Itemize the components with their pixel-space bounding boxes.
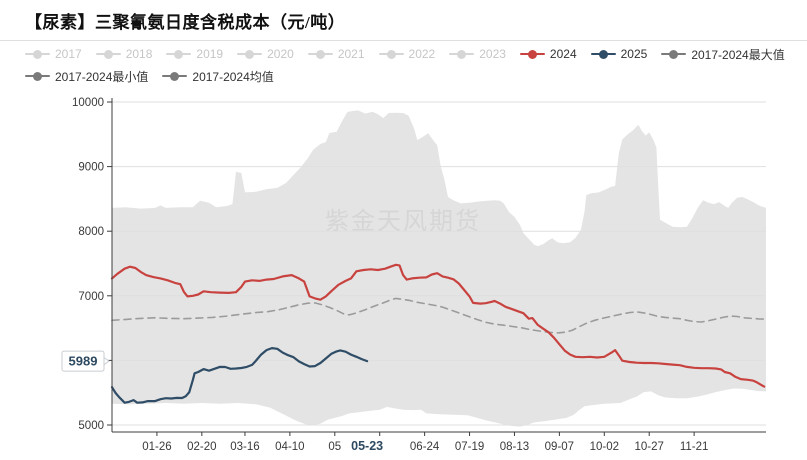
legend-dot-icon — [103, 49, 113, 59]
legend-dot-icon — [33, 49, 42, 59]
page-title: 【尿素】三聚氰氨日度含税成本（元/吨） — [25, 13, 346, 32]
highlighted-date-label: 05-23 — [351, 439, 383, 453]
y-tick-label-8000: 8000 — [78, 226, 104, 238]
legend-dot-icon — [457, 49, 467, 59]
legend-marker-icon — [237, 49, 263, 59]
x-tick-label-11-21: 11-21 — [680, 441, 709, 453]
x-tick-label-04-10: 04-10 — [275, 441, 304, 453]
x-tick-label-05: 05 — [328, 441, 341, 453]
legend-item-2017-2024最小值[interactable]: 2017-2024最小值 — [25, 68, 148, 85]
x-tick-label-01-26: 01-26 — [142, 441, 171, 453]
x-tick-label-10-02: 10-02 — [590, 441, 619, 453]
legend-item-2023[interactable]: 2023 — [449, 47, 506, 61]
x-tick-label-08-13: 08-13 — [500, 441, 529, 453]
legend-dot-icon — [33, 71, 42, 81]
legend-marker-icon — [166, 49, 192, 59]
y-tick-label-5000: 5000 — [78, 420, 104, 432]
legend-marker-icon — [162, 71, 188, 81]
series-line-2025 — [110, 347, 369, 404]
legend-label: 2022 — [408, 47, 436, 61]
series-line-2024 — [110, 263, 766, 388]
x-tick-label-07-19: 07-19 — [455, 441, 484, 453]
x-tick-label-02-20: 02-20 — [187, 441, 216, 453]
y-tick-label-7000: 7000 — [78, 291, 104, 303]
value-callout-box — [61, 350, 105, 372]
legend-dot-icon — [386, 49, 396, 59]
legend-marker-icon — [378, 49, 404, 59]
legend-dot-icon — [527, 49, 537, 59]
highlight-tick-backdrop — [345, 436, 390, 453]
legend-marker-icon — [519, 49, 545, 59]
legend-dot-icon — [174, 49, 184, 59]
legend-label: 2017-2024最小值 — [55, 69, 149, 84]
legend-item-2020[interactable]: 2020 — [237, 47, 294, 61]
legend-dot-icon — [669, 49, 679, 59]
legend-dot-icon — [315, 49, 325, 59]
legend-dot-icon — [170, 71, 180, 81]
legend-item-2021[interactable]: 2021 — [307, 47, 365, 61]
legend-marker-icon — [95, 49, 121, 59]
latest-value-label: 5989 — [69, 354, 98, 369]
legend-label: 2025 — [620, 47, 648, 61]
legend-item-2025[interactable]: 2025 — [590, 47, 648, 61]
legend-item-2022[interactable]: 2022 — [378, 47, 436, 61]
chart-legend: 2017 2018 2019 2020 2021 2022 2023 2024 2025 2017… — [25, 43, 800, 87]
legend-marker-icon — [661, 49, 687, 59]
legend-item-2017[interactable]: 2017 — [25, 47, 82, 61]
title-separator — [0, 40, 807, 41]
legend-marker-icon — [307, 49, 333, 59]
x-tick-label-09-07: 09-07 — [545, 441, 574, 453]
watermark-text: 紫金天风期货 — [325, 208, 481, 235]
legend-label: 2017-2024均值 — [192, 69, 274, 84]
legend-marker-icon — [449, 49, 475, 59]
legend-dot-icon — [245, 49, 255, 59]
x-tick-label-06-24: 06-24 — [410, 441, 440, 453]
legend-label: 2023 — [479, 47, 506, 61]
legend-item-2024[interactable]: 2024 — [519, 47, 577, 61]
legend-label: 2021 — [337, 47, 365, 61]
x-tick-label-10-27: 10-27 — [635, 441, 664, 453]
legend-item-2019[interactable]: 2019 — [166, 47, 223, 61]
legend-marker-icon — [590, 49, 616, 59]
legend-label: 2018 — [125, 47, 153, 61]
legend-label: 2017-2024最大值 — [691, 47, 785, 62]
legend-label: 2024 — [549, 47, 577, 61]
legend-label: 2017 — [55, 47, 82, 61]
legend-label: 2019 — [196, 47, 224, 61]
legend-marker-icon — [25, 71, 50, 81]
y-tick-label-9000: 9000 — [78, 162, 104, 174]
series-line-2017-2024均值 — [111, 297, 767, 334]
legend-item-2017-2024最大值[interactable]: 2017-2024最大值 — [661, 46, 785, 63]
y-tick-label-10000: 10000 — [72, 97, 104, 109]
min-max-range-band — [112, 110, 766, 427]
legend-row-2: 2017-2024最小值 2017-2024均值 — [25, 65, 800, 87]
legend-row-1: 2017 2018 2019 2020 2021 2022 2023 2024 2025 2017… — [25, 43, 800, 65]
legend-dot-icon — [598, 49, 608, 59]
legend-item-2018[interactable]: 2018 — [95, 47, 153, 61]
legend-label: 2020 — [267, 47, 294, 61]
legend-marker-icon — [25, 49, 50, 59]
x-tick-label-03-16: 03-16 — [230, 441, 259, 453]
legend-item-2017-2024均值[interactable]: 2017-2024均值 — [162, 68, 274, 85]
